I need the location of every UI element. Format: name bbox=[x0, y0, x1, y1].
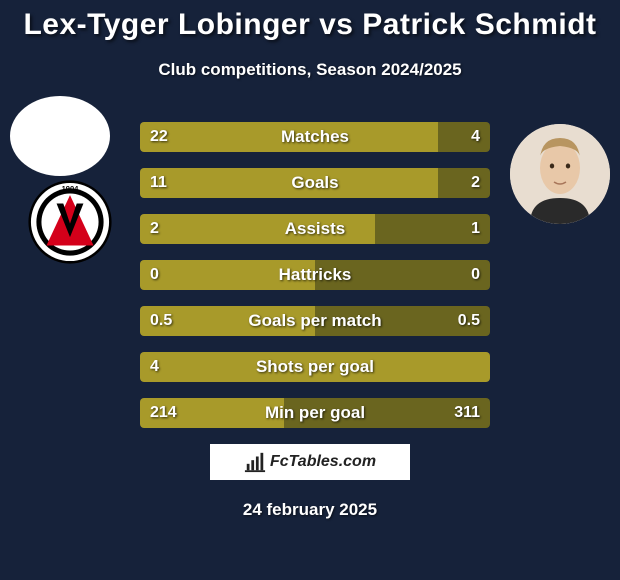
stat-label: Assists bbox=[140, 214, 490, 244]
stat-value-right: 0 bbox=[471, 260, 480, 290]
stat-row: Goals per match0.5 0.5 bbox=[140, 306, 490, 336]
stat-row: Goals11 2 bbox=[140, 168, 490, 198]
stat-label: Shots per goal bbox=[140, 352, 490, 382]
stat-value-left: 4 bbox=[150, 352, 159, 382]
player-right-avatar bbox=[510, 124, 610, 224]
stat-value-right: 1 bbox=[471, 214, 480, 244]
player-left-club-logo: 1904 bbox=[28, 180, 112, 264]
stat-value-left: 2 bbox=[150, 214, 159, 244]
stat-value-left: 22 bbox=[150, 122, 168, 152]
stat-row: Hattricks0 0 bbox=[140, 260, 490, 290]
stat-value-left: 214 bbox=[150, 398, 177, 428]
stat-value-left: 0.5 bbox=[150, 306, 172, 336]
stat-label: Goals bbox=[140, 168, 490, 198]
footer-brand-label: FcTables.com bbox=[270, 453, 376, 471]
stat-label: Goals per match bbox=[140, 306, 490, 336]
stat-label: Hattricks bbox=[140, 260, 490, 290]
page-title: Lex-Tyger Lobinger vs Patrick Schmidt bbox=[0, 8, 620, 42]
chart-icon bbox=[244, 451, 266, 473]
footer-brand: FcTables.com bbox=[210, 444, 410, 480]
page-subtitle: Club competitions, Season 2024/2025 bbox=[0, 60, 620, 80]
stat-value-left: 0 bbox=[150, 260, 159, 290]
page-date: 24 february 2025 bbox=[0, 500, 620, 520]
stat-value-right: 311 bbox=[454, 398, 480, 428]
stat-row: Assists2 1 bbox=[140, 214, 490, 244]
stat-value-right: 4 bbox=[471, 122, 480, 152]
stat-value-left: 11 bbox=[150, 168, 167, 198]
stat-row: Matches22 4 bbox=[140, 122, 490, 152]
stat-value-right: 2 bbox=[471, 168, 480, 198]
player-left-avatar bbox=[10, 96, 110, 176]
svg-text:1904: 1904 bbox=[62, 184, 80, 193]
stat-label: Min per goal bbox=[140, 398, 490, 428]
stat-row: Min per goal214 311 bbox=[140, 398, 490, 428]
comparison-bars: Matches224Goals112Assists21Hattricks00Go… bbox=[140, 122, 490, 444]
stat-label: Matches bbox=[140, 122, 490, 152]
stat-row: Shots per goal4 bbox=[140, 352, 490, 382]
stat-value-right: 0.5 bbox=[458, 306, 480, 336]
